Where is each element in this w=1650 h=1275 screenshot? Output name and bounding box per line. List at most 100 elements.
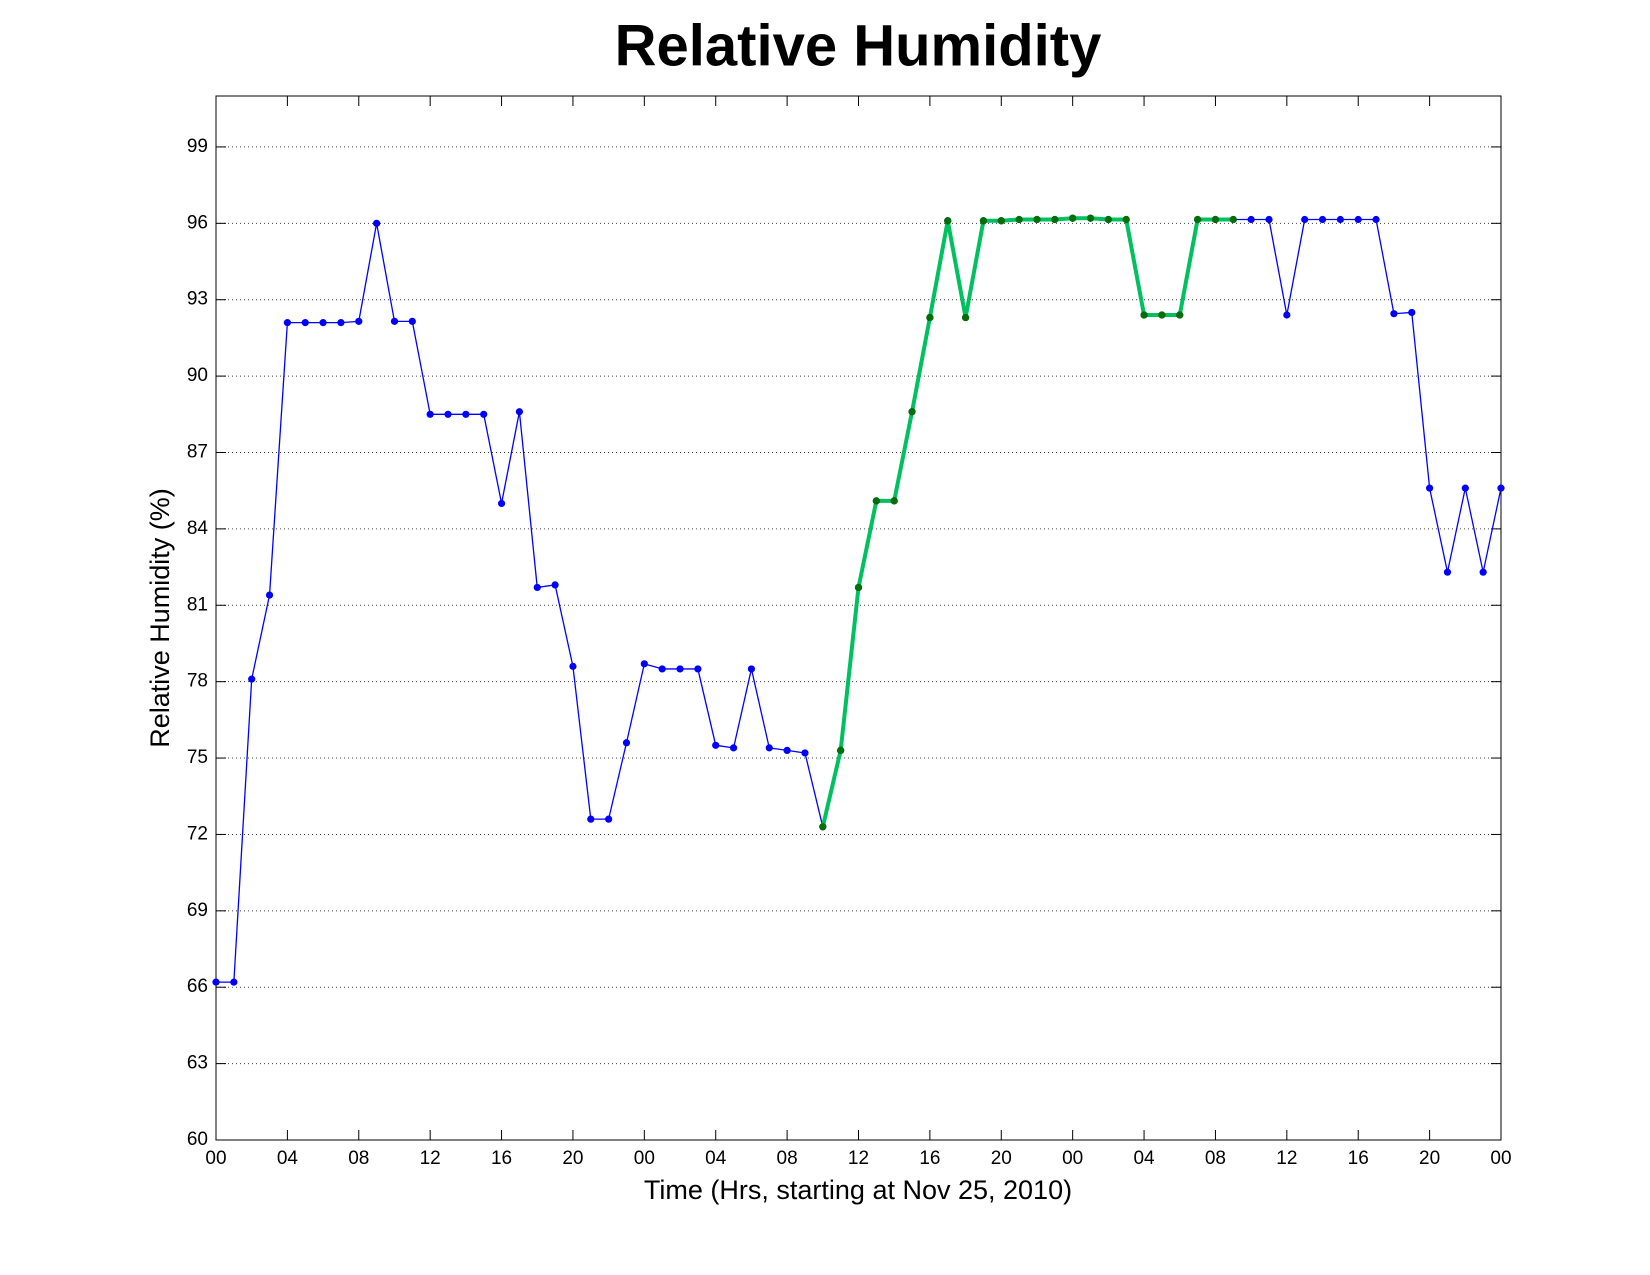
data-point <box>944 217 952 225</box>
data-point <box>658 665 666 673</box>
data-point <box>694 665 702 673</box>
data-point <box>551 581 559 589</box>
data-point <box>444 410 452 418</box>
data-point <box>587 815 595 823</box>
y-tick-label: 93 <box>187 289 208 310</box>
data-point <box>872 497 880 505</box>
data-point <box>747 665 756 673</box>
x-tick-label: 16 <box>491 1148 512 1169</box>
chart-title: Relative Humidity <box>615 13 1102 78</box>
data-point <box>1086 214 1095 222</box>
y-tick-label: 99 <box>187 136 208 157</box>
data-point <box>1015 215 1023 224</box>
y-tick-label: 63 <box>187 1053 208 1074</box>
x-tick-label: 00 <box>1490 1148 1511 1169</box>
x-tick-label: 04 <box>705 1148 727 1169</box>
x-tick-label: 08 <box>348 1148 369 1169</box>
data-point <box>819 823 827 831</box>
data-point <box>1140 311 1148 319</box>
y-tick-label: 87 <box>187 442 208 463</box>
y-axis-label: Relative Humidity (%) <box>145 488 175 748</box>
data-point <box>408 317 416 325</box>
x-axis-label: Time (Hrs, starting at Nov 25, 2010) <box>644 1175 1072 1205</box>
data-point <box>355 317 363 325</box>
data-point <box>1372 215 1380 224</box>
x-tick-label: 16 <box>919 1148 940 1169</box>
data-point <box>783 746 791 755</box>
y-tick-label: 66 <box>187 976 208 997</box>
data-point <box>1033 215 1041 224</box>
data-point <box>1390 310 1398 318</box>
x-tick-label: 20 <box>1419 1148 1440 1169</box>
data-point <box>1122 215 1130 224</box>
data-point <box>622 739 631 747</box>
data-point <box>1247 215 1255 224</box>
data-point <box>1193 215 1202 224</box>
data-point <box>1283 311 1291 319</box>
data-point <box>1104 215 1112 224</box>
data-point <box>1229 215 1237 224</box>
data-point <box>1408 308 1416 317</box>
y-tick-label: 90 <box>187 365 208 386</box>
data-point <box>765 744 773 752</box>
data-point <box>1443 568 1452 576</box>
data-point <box>337 319 345 327</box>
x-tick-label: 00 <box>1062 1148 1083 1169</box>
data-point <box>1461 484 1469 492</box>
data-point <box>1426 484 1434 492</box>
x-tick-label: 00 <box>634 1148 655 1169</box>
data-point <box>605 815 613 823</box>
data-point <box>426 410 434 418</box>
data-point <box>908 408 916 416</box>
data-point <box>1354 215 1362 224</box>
x-tick-label: 08 <box>1205 1148 1226 1169</box>
x-tick-label: 20 <box>991 1148 1012 1169</box>
y-tick-label: 81 <box>187 594 208 615</box>
data-point <box>1301 215 1309 224</box>
data-point <box>515 408 524 416</box>
x-tick-label: 12 <box>420 1148 441 1169</box>
data-point <box>462 410 470 418</box>
y-tick-label: 69 <box>187 900 208 921</box>
x-tick-label: 12 <box>1276 1148 1297 1169</box>
y-tick-label: 96 <box>187 212 208 233</box>
x-tick-label: 20 <box>562 1148 583 1169</box>
data-point <box>301 319 309 327</box>
data-point <box>283 319 291 327</box>
data-point <box>1051 215 1059 224</box>
plot-frame <box>215 95 1502 1141</box>
y-tick-label: 75 <box>187 747 208 768</box>
data-point <box>1265 215 1273 224</box>
data-point <box>926 313 934 322</box>
data-point <box>979 217 988 225</box>
x-tick-label: 04 <box>1133 1148 1155 1169</box>
data-point <box>890 497 898 505</box>
data-point <box>837 746 845 755</box>
data-point <box>533 583 541 592</box>
data-point <box>1479 568 1487 576</box>
data-point <box>373 219 381 227</box>
data-point <box>854 583 863 592</box>
y-tick-label: 84 <box>187 518 209 539</box>
x-tick-label: 04 <box>277 1148 299 1169</box>
data-point <box>961 313 970 322</box>
data-point <box>1211 215 1220 224</box>
data-point <box>1318 215 1327 224</box>
data-point <box>480 410 488 418</box>
data-point <box>230 978 238 986</box>
data-point <box>1176 311 1184 319</box>
data-point <box>997 217 1005 225</box>
data-point <box>390 317 399 325</box>
data-point <box>640 660 648 668</box>
data-point <box>248 675 256 683</box>
data-point <box>1336 215 1344 224</box>
data-point <box>497 499 506 508</box>
data-point <box>1497 484 1505 492</box>
data-point <box>1069 214 1077 222</box>
data-point <box>319 319 327 327</box>
data-point <box>265 591 274 599</box>
x-tick-label: 00 <box>205 1148 226 1169</box>
